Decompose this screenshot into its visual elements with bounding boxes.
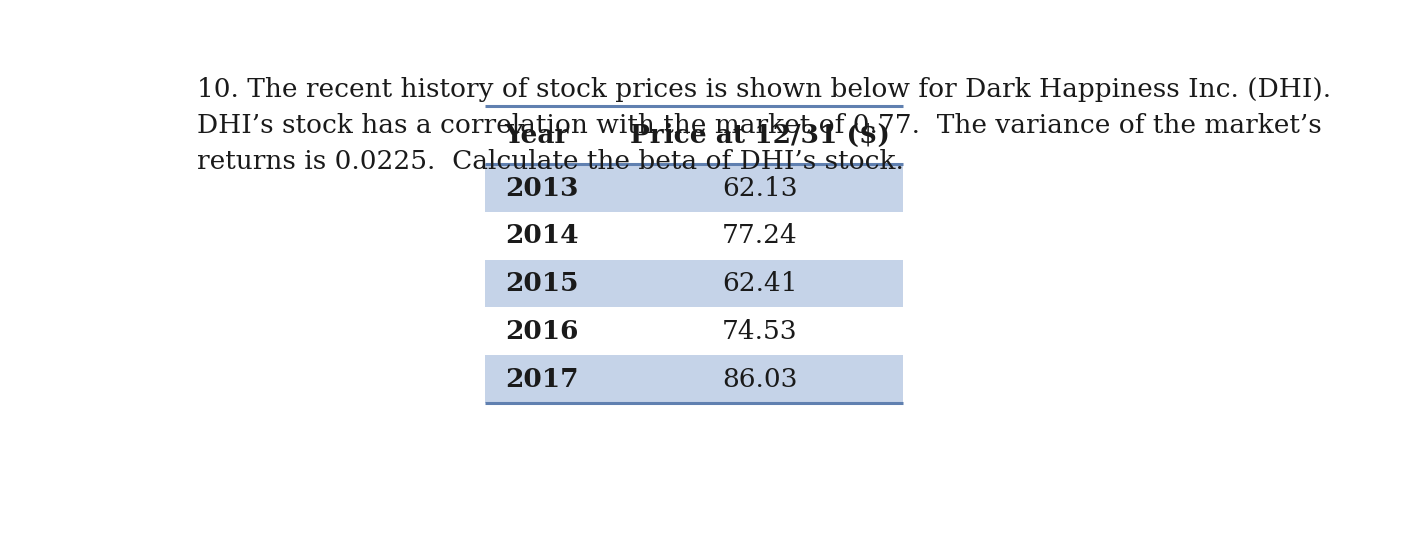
Text: Price at 12/31 ($): Price at 12/31 ($) [630, 123, 889, 148]
Text: 2014: 2014 [505, 223, 579, 248]
Text: 2017: 2017 [505, 367, 579, 391]
Text: 62.41: 62.41 [722, 271, 797, 296]
Text: 2013: 2013 [505, 176, 579, 201]
Text: 10. The recent history of stock prices is shown below for Dark Happiness Inc. (D: 10. The recent history of stock prices i… [197, 77, 1332, 174]
Text: 86.03: 86.03 [722, 367, 797, 391]
Text: 62.13: 62.13 [722, 176, 797, 201]
Text: 2015: 2015 [505, 271, 579, 296]
Text: Year: Year [505, 123, 569, 148]
Text: 74.53: 74.53 [722, 319, 797, 344]
Text: 2016: 2016 [505, 319, 579, 344]
Text: 77.24: 77.24 [722, 223, 797, 248]
